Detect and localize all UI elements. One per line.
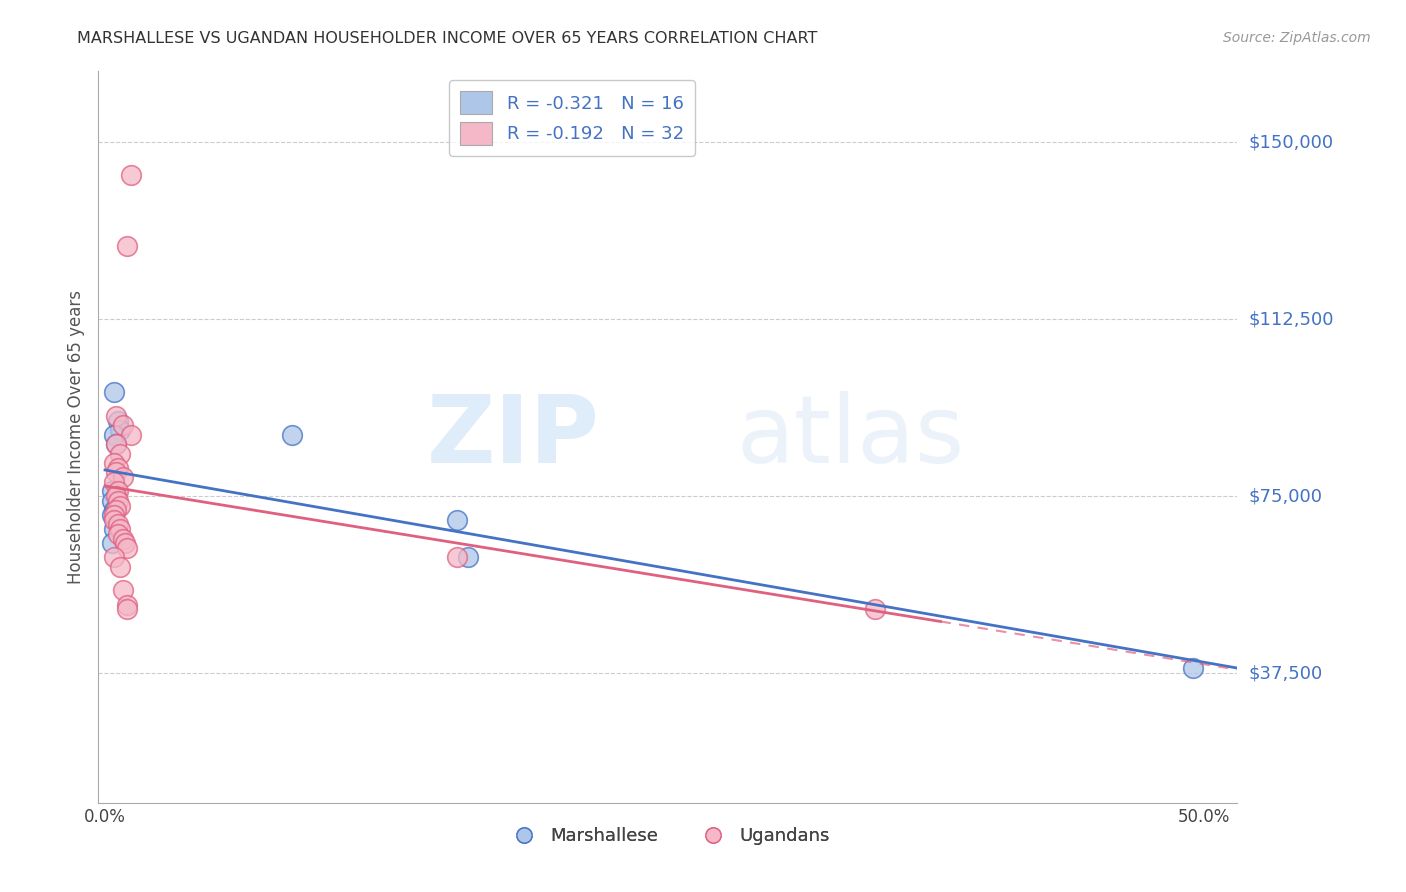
Point [115, 239, 138, 253]
Point [100, 484, 122, 499]
Point [115, 541, 138, 555]
Point [107, 484, 129, 499]
Point [100, 508, 122, 522]
Point [105, 409, 128, 423]
Point [111, 583, 134, 598]
Point [281, 427, 304, 442]
Point [105, 437, 128, 451]
Point [107, 526, 129, 541]
Point [110, 559, 132, 574]
Text: $150,000: $150,000 [1249, 133, 1333, 151]
Point [120, 168, 142, 182]
Point [110, 447, 132, 461]
Point [107, 460, 129, 475]
Point [111, 418, 134, 433]
Point [105, 437, 128, 451]
Point [105, 489, 128, 503]
Point [115, 602, 138, 616]
Point [105, 466, 128, 480]
Point [103, 508, 125, 522]
Point [103, 522, 125, 536]
Text: ZIP: ZIP [426, 391, 599, 483]
Point [1182, 661, 1205, 675]
Point [105, 489, 128, 503]
Point [115, 598, 138, 612]
Point [103, 385, 125, 400]
Point [446, 550, 468, 565]
Point [110, 522, 132, 536]
Text: atlas: atlas [737, 391, 965, 483]
Point [114, 536, 136, 550]
Legend: Marshallese, Ugandans: Marshallese, Ugandans [498, 820, 838, 852]
Point [110, 499, 132, 513]
Point [111, 470, 134, 484]
Point [457, 550, 479, 565]
Text: $112,500: $112,500 [1249, 310, 1334, 328]
Text: Source: ZipAtlas.com: Source: ZipAtlas.com [1223, 31, 1371, 45]
Point [103, 550, 125, 565]
Point [100, 493, 122, 508]
Point [103, 513, 125, 527]
Point [103, 475, 125, 489]
Point [103, 503, 125, 517]
Point [107, 413, 129, 427]
Y-axis label: Householder Income Over 65 years: Householder Income Over 65 years [66, 290, 84, 584]
Point [105, 503, 128, 517]
Point [446, 513, 468, 527]
Point [120, 427, 142, 442]
Text: $37,500: $37,500 [1249, 664, 1323, 682]
Point [103, 427, 125, 442]
Point [111, 532, 134, 546]
Point [107, 517, 129, 532]
Point [110, 423, 132, 437]
Text: MARSHALLESE VS UGANDAN HOUSEHOLDER INCOME OVER 65 YEARS CORRELATION CHART: MARSHALLESE VS UGANDAN HOUSEHOLDER INCOM… [77, 31, 818, 46]
Point [100, 536, 122, 550]
Text: $75,000: $75,000 [1249, 487, 1323, 505]
Point [107, 493, 129, 508]
Point [103, 456, 125, 470]
Point [863, 602, 886, 616]
